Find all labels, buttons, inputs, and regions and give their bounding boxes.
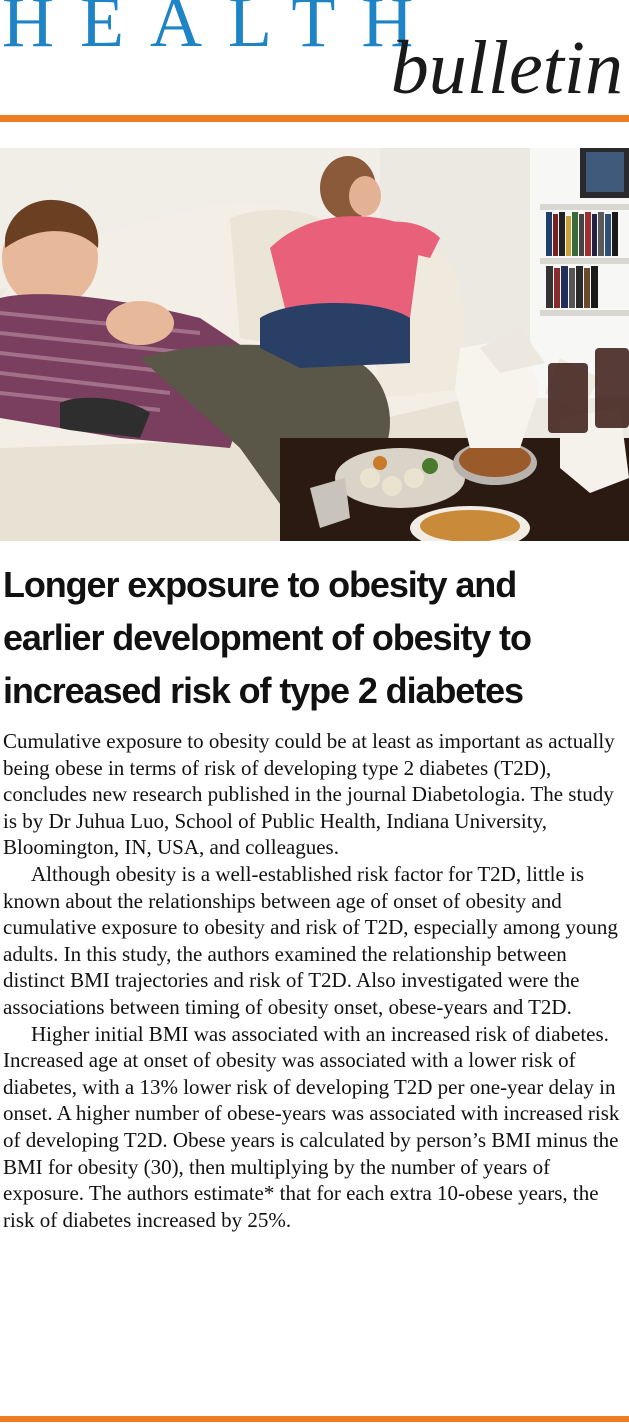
top-orange-rule — [0, 115, 629, 122]
photo-illustration — [0, 148, 629, 541]
article-headline: Longer exposure to obesity and earlier d… — [3, 564, 532, 711]
article-body: Cumulative exposure to obesity could be … — [3, 728, 627, 1233]
masthead-health-word: HEALTH — [2, 0, 440, 62]
article-photo — [0, 148, 629, 541]
article-paragraph: Higher initial BMI was associated with a… — [3, 1021, 620, 1232]
article-paragraph: Cumulative exposure to obesity could be … — [3, 729, 615, 860]
bottom-orange-rule — [0, 1416, 629, 1422]
article-paragraph: Although obesity is a well-established r… — [3, 861, 618, 1019]
masthead: HEALTH bulletin — [0, 0, 629, 118]
masthead-bulletin-word: bulletin — [390, 26, 623, 110]
